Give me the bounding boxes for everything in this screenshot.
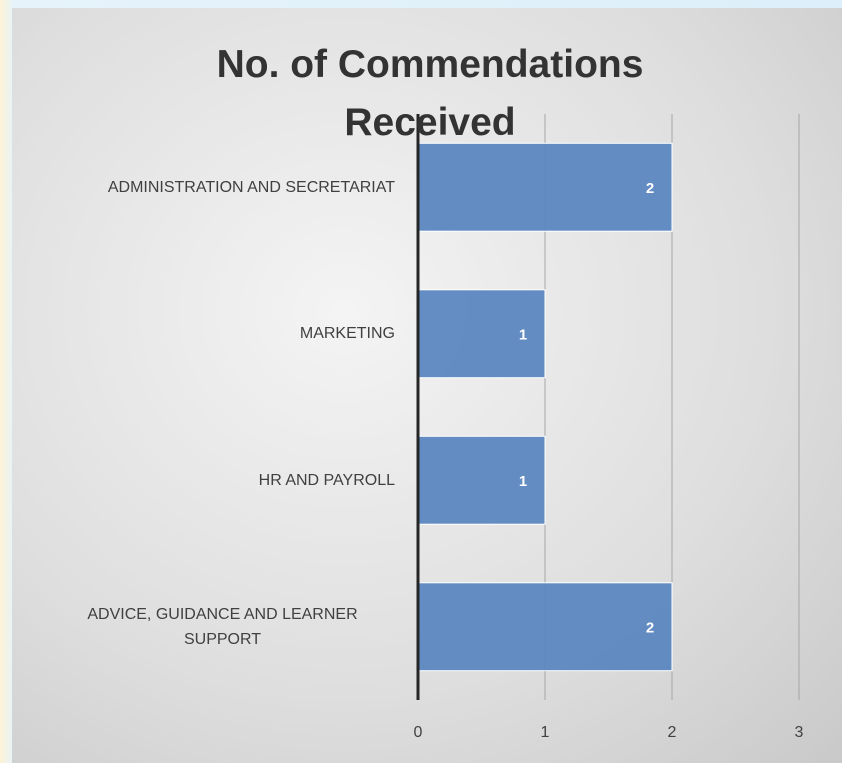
data-label: 2 <box>646 180 654 197</box>
y-tick-label-box: MARKETING <box>15 304 395 364</box>
x-tick-label: 3 <box>795 724 804 741</box>
y-tick-label: ADVICE, GUIDANCE AND LEARNER SUPPORT <box>87 605 358 648</box>
y-tick-label: HR AND PAYROLL <box>258 471 395 489</box>
bar <box>417 142 673 232</box>
data-label: 1 <box>519 473 527 490</box>
y-tick-label-box: ADMINISTRATION AND SECRETARIAT <box>15 157 395 217</box>
bar <box>417 435 546 525</box>
y-tick-label-box: HR AND PAYROLL <box>15 450 395 510</box>
y-tick-label: ADMINISTRATION AND SECRETARIAT <box>107 178 395 196</box>
y-tick-label: MARKETING <box>299 325 395 343</box>
x-tick-label: 1 <box>541 724 550 741</box>
bar <box>417 582 673 672</box>
x-tick-label: 2 <box>668 724 677 741</box>
x-tick-label: 0 <box>414 724 423 741</box>
data-label: 1 <box>519 327 527 344</box>
y-tick-label-box: ADVICE, GUIDANCE AND LEARNER SUPPORT <box>15 597 395 657</box>
data-label: 2 <box>646 620 654 637</box>
chart-title: No. of Commendations Received <box>216 43 644 144</box>
bar <box>417 289 546 379</box>
